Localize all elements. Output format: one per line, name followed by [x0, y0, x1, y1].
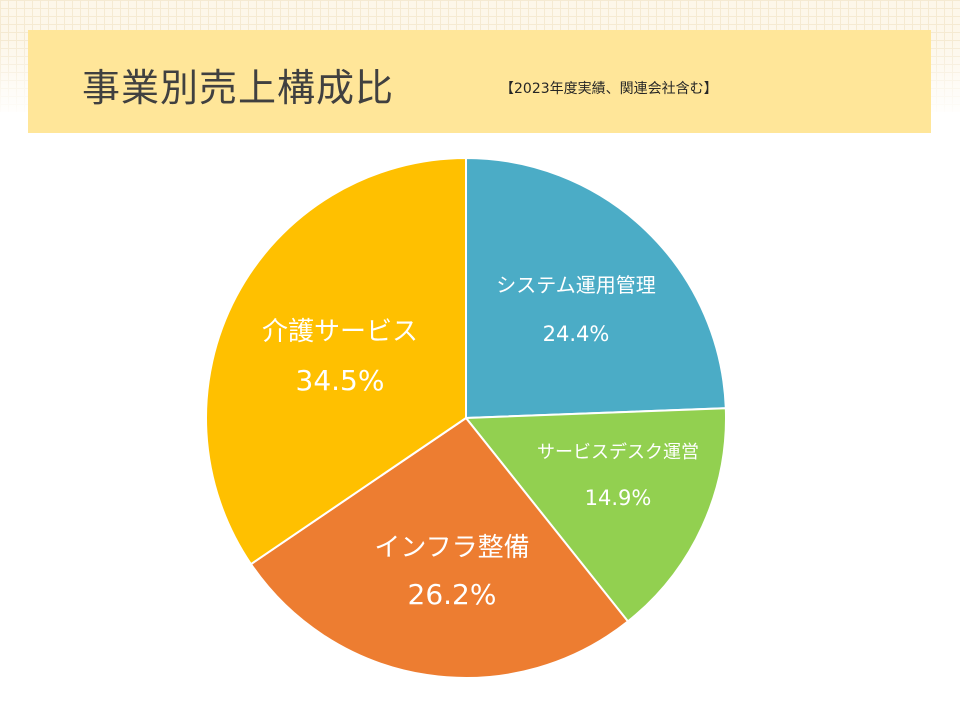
title-band	[28, 30, 931, 133]
slice-value-label: 34.5%	[296, 364, 385, 397]
pie-slice	[465, 156, 727, 420]
pie-slice	[205, 156, 467, 566]
page-title: 事業別売上構成比	[82, 66, 395, 110]
pie-slice	[463, 407, 727, 623]
slice-value-label: 24.4%	[543, 322, 610, 346]
page-subtitle: 【2023年度実績、関連会社含む】	[500, 81, 718, 97]
slice-label: システム運用管理	[496, 273, 655, 297]
slice-label: インフラ整備	[374, 533, 529, 563]
slice-value-label: 14.9%	[585, 486, 652, 510]
slice-label: 介護サービス	[262, 317, 418, 347]
pie-slice	[249, 416, 630, 679]
slice-value-label: 26.2%	[408, 578, 497, 611]
slice-label: サービスデスク運営	[537, 442, 699, 463]
